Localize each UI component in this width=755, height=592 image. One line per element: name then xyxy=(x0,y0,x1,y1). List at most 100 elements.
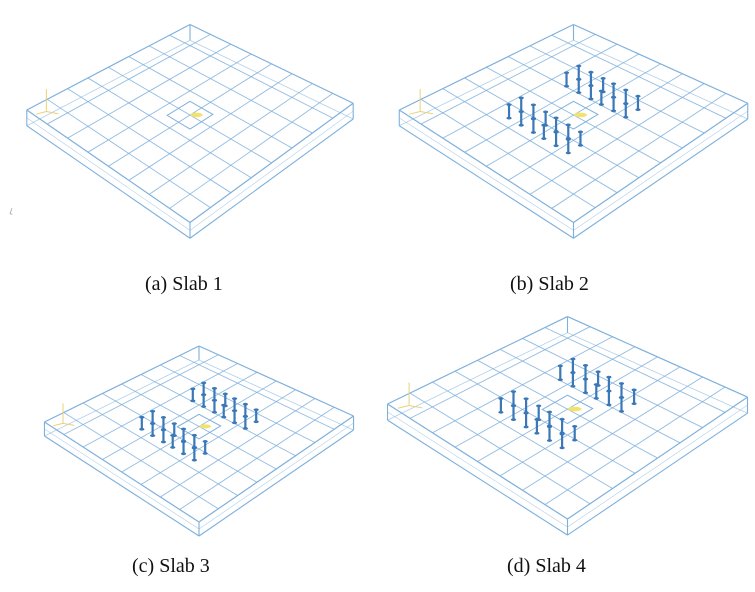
stud-head xyxy=(160,416,167,419)
stud-base xyxy=(553,129,559,133)
stud-head xyxy=(563,71,570,75)
axis-triad-icon xyxy=(53,403,75,427)
wire-line xyxy=(573,118,749,239)
stud-head xyxy=(553,116,559,120)
slab-2-model-view xyxy=(392,20,755,245)
column-opening xyxy=(541,394,594,425)
wire-line xyxy=(128,56,293,149)
stud-base xyxy=(618,410,625,413)
stud-head xyxy=(523,397,529,401)
slab-body xyxy=(43,345,355,537)
wire-line xyxy=(108,63,272,167)
stud-head xyxy=(576,64,582,68)
wire-line xyxy=(140,389,296,485)
stud-base xyxy=(222,404,228,408)
wire-line xyxy=(198,415,354,523)
wire-line xyxy=(544,327,726,413)
stud-base xyxy=(559,446,565,450)
wire-line xyxy=(26,117,191,231)
wire-line xyxy=(399,39,574,127)
wire-line xyxy=(26,109,191,223)
wire-line xyxy=(387,316,568,405)
stud-head xyxy=(139,415,145,419)
axis-triad-icon xyxy=(397,382,423,409)
stud-base xyxy=(565,136,571,140)
slab-3-model-view xyxy=(38,342,360,542)
stud-head xyxy=(595,370,601,374)
wire-line xyxy=(44,359,200,437)
wire-line xyxy=(567,332,748,414)
stud-base xyxy=(543,123,549,127)
stud-base xyxy=(570,384,576,388)
stud-head xyxy=(211,387,218,390)
stud-base xyxy=(523,411,529,414)
stud-base xyxy=(595,384,601,387)
slab-wireframe xyxy=(398,23,749,239)
stud-base xyxy=(242,414,248,418)
wire-line xyxy=(567,316,748,398)
wire-line xyxy=(189,118,354,239)
wire-line xyxy=(44,435,200,537)
stud-base xyxy=(623,102,629,105)
stud-head xyxy=(231,397,238,401)
wire-line xyxy=(44,428,200,530)
stud-head xyxy=(631,388,637,392)
stud-base xyxy=(606,403,612,407)
slab-1-model-view xyxy=(20,20,360,245)
axis-triad-icon xyxy=(36,88,59,115)
stud-head xyxy=(180,427,187,431)
load-patch xyxy=(199,424,211,429)
stud-head xyxy=(510,390,517,393)
stud-head xyxy=(191,433,197,437)
stud-base xyxy=(553,144,559,148)
stud-base xyxy=(618,395,625,399)
wire-line xyxy=(529,83,705,195)
stud-group xyxy=(498,357,637,450)
wire-line xyxy=(573,23,748,104)
stud-base xyxy=(530,131,537,134)
stud-base xyxy=(518,123,524,127)
wire-line xyxy=(140,374,296,457)
stud-base xyxy=(577,143,584,147)
stud-head xyxy=(201,381,207,385)
stray-mark: ⌐ xyxy=(5,205,19,218)
slab-4-caption: (d) Slab 4 xyxy=(507,555,586,577)
stud-base xyxy=(202,452,208,455)
stud-base xyxy=(530,116,537,120)
wire-line xyxy=(179,355,335,430)
slab-body xyxy=(398,23,749,239)
stud-base xyxy=(180,439,187,443)
stud-base xyxy=(557,378,563,382)
stud-head xyxy=(253,408,259,412)
stud-base xyxy=(523,425,529,429)
load-patch xyxy=(190,112,203,118)
stud-base xyxy=(635,108,641,112)
stud-head xyxy=(559,417,565,421)
stud-base xyxy=(201,393,207,397)
slab-wireframe xyxy=(386,316,749,536)
stud-base xyxy=(518,109,524,113)
stud-base xyxy=(506,116,512,120)
wire-line xyxy=(169,93,334,209)
stud-head xyxy=(618,382,625,385)
stud-base xyxy=(510,403,517,407)
column-opening xyxy=(548,100,599,130)
wire-line xyxy=(522,376,703,491)
load-patch xyxy=(573,112,588,118)
wire-line xyxy=(26,125,191,239)
stud-base xyxy=(536,418,542,422)
stud-base xyxy=(190,399,196,403)
stud-base xyxy=(139,427,145,431)
stud-head xyxy=(498,397,504,400)
wire-line xyxy=(573,102,749,223)
slab-2-caption: (b) Slab 2 xyxy=(510,273,589,295)
wire-line xyxy=(148,45,313,134)
stud-head xyxy=(635,94,641,98)
stud-head xyxy=(588,70,594,74)
wire-line xyxy=(189,23,354,104)
wire-line xyxy=(529,45,705,134)
stud-base xyxy=(498,410,504,414)
wire-line xyxy=(567,396,748,520)
stud-base xyxy=(170,446,176,449)
